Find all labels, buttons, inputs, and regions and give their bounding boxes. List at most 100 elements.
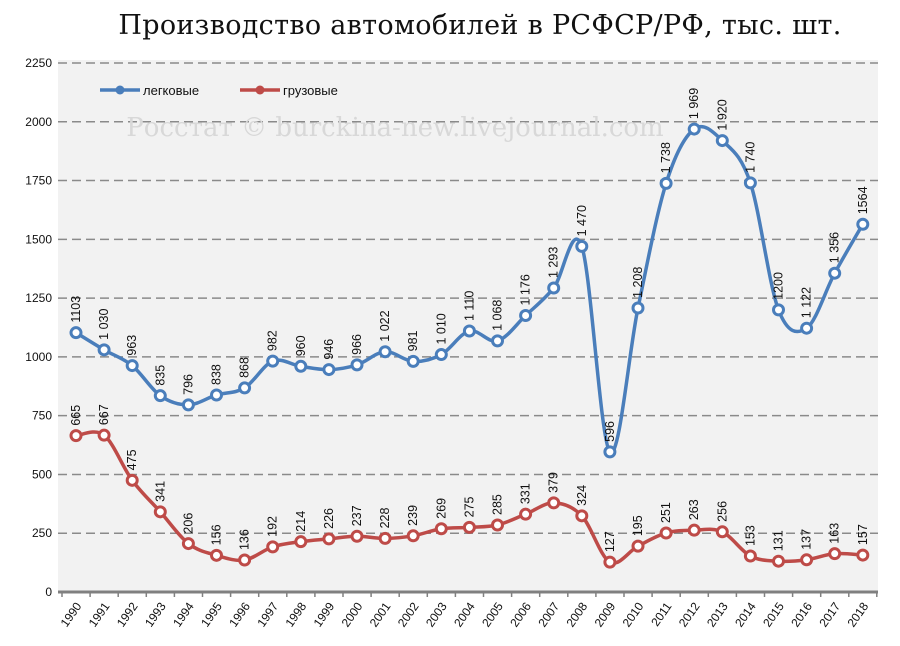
data-point [350, 529, 364, 543]
data-point [378, 531, 392, 545]
data-point [491, 518, 504, 532]
series-trucks: 665 667 475 341 206 156 136 192 214 226 237 228 239 2… [69, 404, 870, 569]
watermark: Росстат © burckina-new.livejournal.com [126, 113, 663, 143]
legend-label: легковые [143, 83, 199, 98]
x-tick-label: 2011 [648, 599, 674, 628]
data-point [97, 428, 111, 442]
x-tick-label: 2012 [676, 599, 703, 629]
data-label: 1 110 [462, 291, 476, 321]
data-label: 228 [378, 507, 392, 528]
data-label: 251 [659, 502, 673, 523]
data-label: 1 356 [828, 232, 842, 263]
legend: легковые грузовые [100, 83, 338, 98]
data-point [687, 122, 701, 136]
data-label: 192 [266, 516, 280, 537]
y-tick-label: 1250 [25, 291, 52, 305]
data-point [210, 548, 223, 562]
data-label: 1 740 [743, 142, 757, 173]
data-label: 475 [125, 449, 139, 470]
data-label: 136 [238, 529, 252, 550]
data-point [69, 326, 83, 340]
data-label: 256 [715, 501, 729, 522]
data-label: 275 [462, 496, 476, 517]
data-point [434, 348, 448, 362]
chart-title: Производство автомобилей в РСФСР/РФ, тыс… [118, 10, 842, 41]
data-label: 665 [69, 405, 83, 426]
x-tick-label: 2007 [535, 599, 562, 629]
data-point [631, 301, 645, 315]
data-label: 796 [181, 374, 195, 395]
x-tick-label: 2004 [451, 599, 478, 629]
data-point [322, 363, 336, 377]
data-point [210, 388, 223, 402]
data-label: 226 [322, 508, 336, 529]
y-axis: 0 250 500 750 1000 1250 1500 1750 2000 2250 [25, 56, 52, 599]
data-point [856, 548, 870, 562]
data-label: 1103 [69, 296, 83, 323]
data-point [687, 523, 701, 537]
y-tick-label: 0 [45, 585, 52, 599]
data-point [350, 358, 364, 372]
data-point [378, 345, 392, 359]
data-point [69, 429, 83, 443]
data-point [828, 547, 842, 561]
x-tick-label: 1999 [311, 599, 338, 629]
data-label: 131 [772, 530, 786, 551]
data-label: 1200 [772, 272, 786, 300]
data-point [743, 176, 757, 190]
data-label: 966 [350, 334, 364, 355]
data-point [406, 529, 420, 543]
x-tick-label: 2016 [788, 599, 815, 629]
data-point [659, 526, 673, 540]
y-tick-label: 2000 [25, 115, 52, 129]
data-label: 239 [406, 505, 420, 526]
data-point [575, 509, 589, 523]
data-point [828, 266, 842, 280]
data-point [181, 398, 195, 412]
data-point [97, 343, 111, 357]
data-label: 263 [687, 499, 701, 520]
data-point [434, 522, 448, 536]
data-point [294, 359, 308, 373]
data-point [603, 555, 617, 569]
data-label: 1 920 [715, 99, 729, 130]
x-tick-label: 2001 [367, 599, 394, 629]
series-group: 1103 1 030 963 835 796 838 868 982 960 946 966 1 02… [69, 88, 870, 569]
data-label: 1 208 [631, 267, 645, 298]
data-point [715, 525, 729, 539]
data-point [519, 309, 533, 323]
data-label: 206 [181, 513, 195, 534]
data-point [294, 535, 308, 549]
data-label: 838 [210, 364, 224, 385]
data-point [322, 532, 336, 546]
data-point [266, 540, 280, 554]
data-label: 981 [406, 330, 420, 351]
data-label: 285 [491, 494, 505, 515]
series-cars: 1103 1 030 963 835 796 838 868 982 960 946 966 1 02… [69, 88, 870, 459]
data-point [856, 217, 870, 231]
legend-item-cars: легковые [100, 83, 199, 98]
y-tick-label: 1750 [25, 174, 52, 188]
data-point [575, 239, 589, 253]
x-tick-label: 2003 [423, 599, 450, 629]
x-axis: 1990 1991 1992 1993 1994 1995 1996 1997 1998 1999… [58, 590, 878, 630]
x-tick-label: 2002 [395, 599, 422, 629]
data-label: 341 [153, 481, 167, 502]
data-point [462, 520, 476, 534]
data-label: 963 [125, 335, 139, 356]
y-tick-label: 1500 [25, 232, 52, 246]
legend-marker-icon [115, 85, 125, 95]
data-label: 1 293 [547, 247, 561, 278]
x-tick-label: 2015 [760, 599, 787, 629]
data-point [181, 537, 195, 551]
x-tick-label: 1992 [114, 599, 141, 629]
x-tick-label: 1996 [226, 599, 253, 629]
x-tick-label: 2014 [732, 599, 759, 629]
data-point [772, 303, 785, 317]
data-label: 1 030 [97, 309, 111, 340]
data-point [800, 553, 814, 567]
data-label: 1 068 [491, 300, 505, 331]
data-point [659, 176, 673, 190]
legend-item-trucks: грузовые [240, 83, 338, 98]
x-tick-label: 1994 [170, 599, 197, 629]
